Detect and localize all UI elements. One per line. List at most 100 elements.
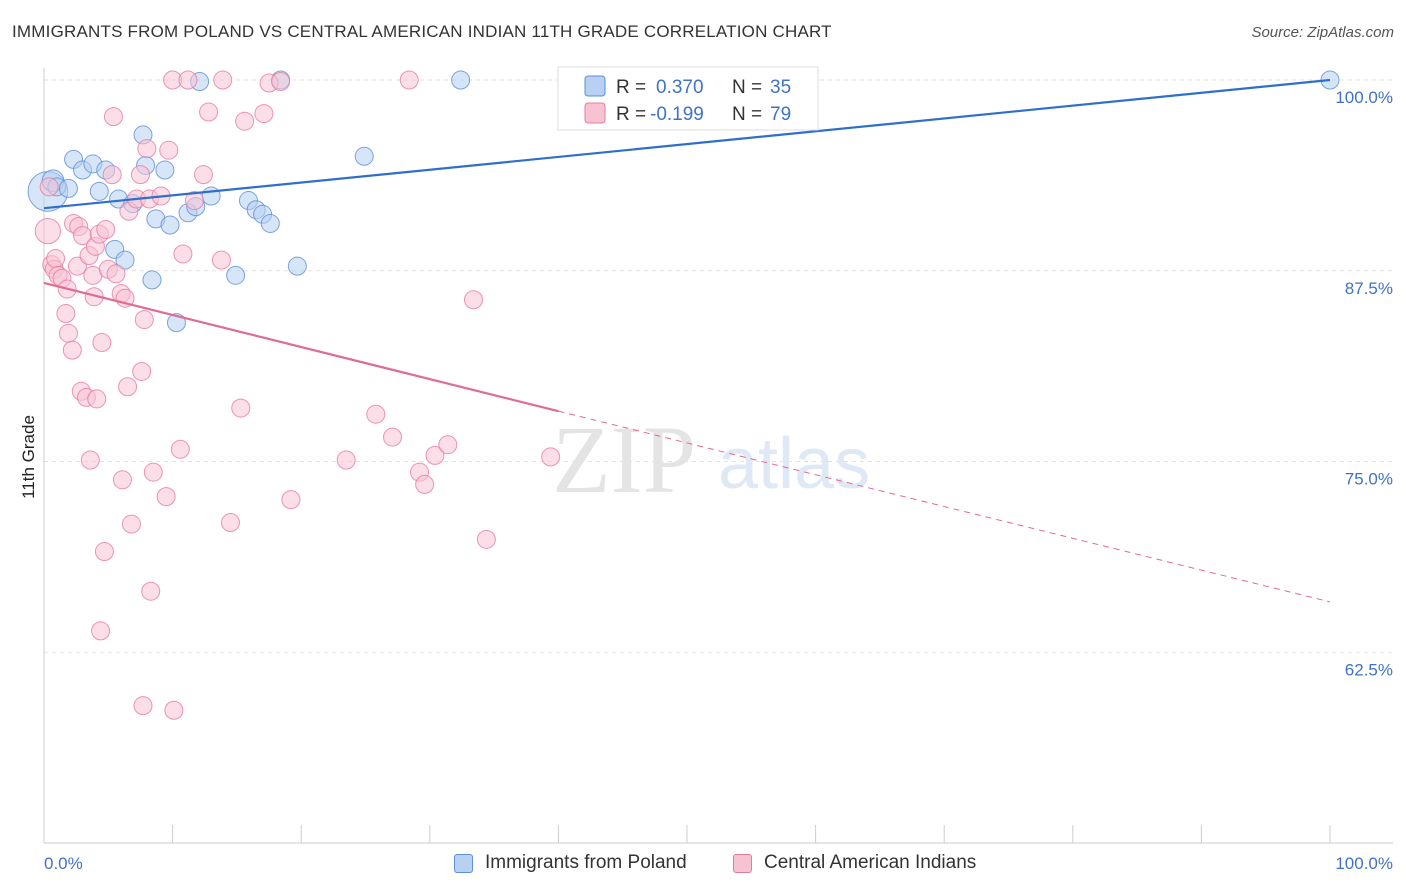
point-central-american-indian — [103, 107, 123, 127]
point-central-american-indian — [92, 332, 112, 352]
x-ticks — [43, 825, 1331, 843]
point-central-american-indian — [220, 513, 240, 533]
point-central-american-indian — [118, 377, 138, 397]
point-central-american-indian — [438, 435, 458, 455]
point-poland — [260, 213, 280, 233]
legend-n-value-1: 35 — [770, 77, 791, 98]
point-central-american-indian — [199, 102, 219, 122]
point-central-american-indian — [137, 139, 157, 159]
point-central-american-indian — [132, 361, 152, 381]
bottom-legend-swatch-poland — [454, 853, 473, 873]
point-central-american-indian — [80, 450, 100, 470]
watermark: ZIP atlas — [552, 406, 870, 513]
point-poland — [287, 256, 307, 276]
point-central-american-indian — [156, 487, 176, 507]
point-poland — [89, 181, 109, 201]
point-central-american-indian — [133, 696, 153, 716]
watermark-atlas: atlas — [718, 424, 870, 504]
point-central-american-indian — [173, 244, 193, 264]
y-tick-label: 100.0% — [1335, 88, 1393, 107]
point-central-american-indian — [121, 514, 141, 534]
point-central-american-indian — [193, 165, 213, 185]
point-central-american-indian — [213, 70, 233, 90]
legend-r-label-2: R = — [616, 104, 646, 125]
point-poland — [155, 160, 175, 180]
legend-n-value-2: 79 — [770, 104, 791, 125]
point-central-american-indian — [336, 450, 356, 470]
y-tick-label: 87.5% — [1345, 279, 1393, 298]
y-tick-labels: 62.5% 75.0% 87.5% 100.0% — [1335, 88, 1393, 679]
legend-r-label-1: R = — [616, 77, 646, 98]
point-central-american-indian — [235, 111, 255, 131]
legend-swatch-cai — [584, 102, 606, 124]
point-central-american-indian — [541, 447, 561, 467]
series-1 — [34, 70, 561, 720]
point-central-american-indian — [231, 398, 251, 418]
point-central-american-indian — [141, 581, 161, 601]
series-layer — [27, 70, 1340, 720]
x-tick-label-max: 100.0% — [1335, 854, 1393, 873]
point-central-american-indian — [91, 621, 111, 641]
point-central-american-indian — [159, 140, 179, 160]
point-central-american-indian — [164, 700, 184, 720]
bottom-legend: Immigrants from Poland Central American … — [0, 852, 1406, 876]
trendline-central-american-indian — [43, 281, 559, 413]
point-central-american-indian — [211, 250, 231, 270]
point-central-american-indian — [476, 529, 496, 549]
bottom-legend-swatch-cai — [733, 853, 752, 873]
bottom-legend-label-cai: Central American Indians — [764, 852, 977, 873]
x-tick-label-min: 0.0% — [44, 854, 83, 873]
point-central-american-indian — [102, 165, 122, 185]
point-poland — [160, 215, 180, 235]
point-poland — [226, 265, 246, 285]
point-central-american-indian — [143, 462, 163, 482]
legend-swatch-poland — [584, 75, 606, 97]
trendline-poland — [43, 78, 1331, 210]
legend-box: R = 0.370 N = 35 R = -0.199 N = 79 — [557, 66, 819, 131]
point-poland — [201, 186, 221, 206]
bottom-legend-label-poland: Immigrants from Poland — [485, 852, 687, 873]
source-label: Source: ZipAtlas.com — [1251, 24, 1394, 41]
y-tick-label: 75.0% — [1345, 470, 1393, 489]
point-central-american-indian — [415, 474, 435, 494]
point-central-american-indian — [184, 191, 204, 211]
point-central-american-indian — [130, 165, 150, 185]
legend-r-value-1: 0.370 — [656, 77, 704, 98]
point-central-american-indian — [254, 104, 274, 124]
point-central-american-indian — [425, 445, 445, 465]
gridlines — [44, 79, 1393, 653]
point-central-american-indian — [383, 427, 403, 447]
point-central-american-indian — [58, 323, 78, 343]
point-central-american-indian — [399, 70, 419, 90]
point-central-american-indian — [34, 217, 61, 245]
point-central-american-indian — [87, 389, 107, 409]
point-central-american-indian — [178, 70, 198, 90]
trend-layer — [43, 78, 1331, 603]
chart-title: IMMIGRANTS FROM POLAND VS CENTRAL AMERIC… — [12, 22, 832, 41]
point-central-american-indian — [39, 177, 59, 197]
point-central-american-indian — [170, 439, 190, 459]
point-central-american-indian — [281, 490, 301, 510]
point-central-american-indian — [464, 290, 484, 310]
y-tick-label: 62.5% — [1345, 660, 1393, 679]
legend-n-label-2: N = — [732, 104, 762, 125]
point-poland — [142, 270, 162, 290]
point-poland — [58, 178, 78, 198]
point-central-american-indian — [94, 542, 114, 562]
x-tick-labels: 0.0% 100.0% — [44, 854, 1393, 873]
legend-r-value-2: -0.199 — [650, 104, 704, 125]
legend-n-label-1: N = — [732, 77, 762, 98]
point-central-american-indian — [271, 72, 291, 92]
watermark-zip: ZIP — [552, 406, 696, 513]
point-central-american-indian — [56, 303, 76, 323]
point-central-american-indian — [96, 220, 116, 240]
trendline-central-american-indian-extension — [558, 410, 1331, 603]
point-poland — [115, 250, 135, 270]
point-central-american-indian — [62, 340, 82, 360]
point-central-american-indian — [106, 264, 126, 284]
point-central-american-indian — [46, 249, 66, 269]
point-central-american-indian — [366, 404, 386, 424]
bottom-legend-poland: Immigrants from Poland — [454, 852, 687, 874]
point-poland — [354, 146, 374, 166]
